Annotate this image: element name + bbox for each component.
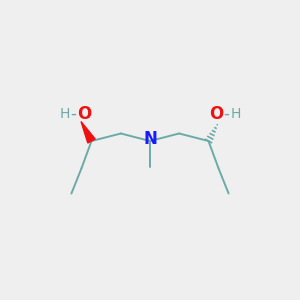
Text: O: O (209, 105, 223, 123)
Text: -: - (224, 105, 230, 123)
Text: N: N (143, 130, 157, 148)
Text: -: - (70, 105, 76, 123)
Text: H: H (59, 107, 70, 121)
Polygon shape (81, 122, 95, 143)
Text: H: H (230, 107, 241, 121)
Text: O: O (77, 105, 91, 123)
